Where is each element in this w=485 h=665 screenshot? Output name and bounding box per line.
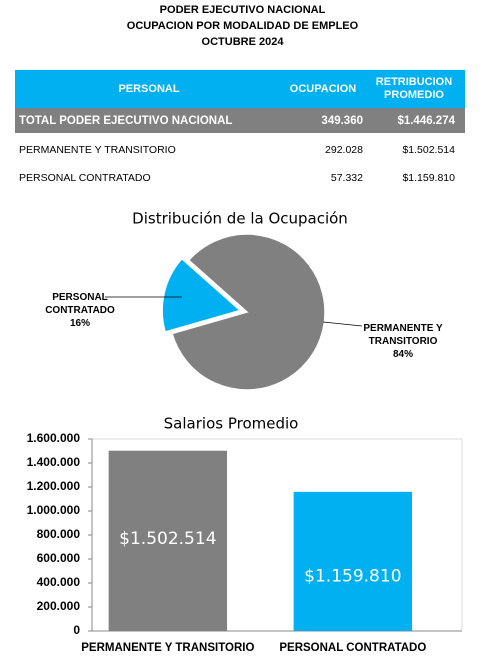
- y-tick-label: 0: [73, 623, 80, 637]
- column-header: PERSONAL: [118, 82, 180, 95]
- table-cell: $1.159.810: [402, 172, 455, 184]
- table-cell: 349.360: [321, 114, 363, 127]
- pie-slice: [161, 257, 242, 333]
- table-cell: PERMANENTE Y TRANSITORIO: [19, 144, 176, 156]
- column-header: OCUPACION: [289, 82, 357, 95]
- y-tick-label: 800.000: [37, 527, 81, 541]
- y-tick-label: 1.000.000: [27, 503, 81, 517]
- x-tick-label: PERSONAL CONTRATADO: [279, 642, 426, 654]
- leader-line: [322, 321, 363, 327]
- table-cell: $1.446.274: [397, 114, 455, 127]
- x-tick-label: PERMANENTE Y TRANSITORIO: [81, 642, 254, 654]
- chart-title: Salarios Promedio: [164, 415, 299, 433]
- bar-value-label: $1.159.810: [304, 566, 401, 586]
- pie-category: PERMANENTE Y TRANSITORIO: [363, 323, 443, 347]
- table-cell: TOTAL PODER EJECUTIVO NACIONAL: [19, 114, 233, 127]
- pie-value-label: 16%: [69, 318, 90, 329]
- bar-value-label: $1.502.514: [119, 529, 216, 549]
- table-cell: 292.028: [325, 144, 363, 156]
- chart-title: Distribución de la Ocupación: [132, 210, 348, 228]
- y-tick-label: 1.600.000: [27, 431, 81, 445]
- y-tick-label: 200.000: [37, 599, 81, 613]
- pie-label: PERMANENTE Y TRANSITORIO 84%: [355, 322, 451, 361]
- y-tick-label: 400.000: [37, 575, 81, 589]
- bar: [293, 491, 413, 631]
- table-cell: 57.332: [330, 172, 363, 184]
- pie-slice: [171, 233, 326, 391]
- table-cell: $1.502.514: [402, 144, 455, 156]
- pie-category: PERSONAL CONTRATADO: [45, 292, 115, 316]
- header-line: PODER EJECUTIVO NACIONAL: [159, 4, 326, 16]
- header-line: OCTUBRE 2024: [201, 36, 284, 48]
- pie-value-label: 84%: [392, 349, 413, 360]
- y-tick-label: 1.400.000: [27, 455, 81, 469]
- y-tick-label: 1.200.000: [27, 479, 81, 493]
- total-row-bg: [15, 108, 465, 133]
- table-cell: PERSONAL CONTRATADO: [19, 172, 151, 184]
- y-tick-label: 600.000: [37, 551, 81, 565]
- pie-label: PERSONAL CONTRATADO 16%: [35, 291, 125, 330]
- header-line: OCUPACION POR MODALIDAD DE EMPLEO: [126, 20, 359, 32]
- table-header-bg: [15, 70, 465, 108]
- bar: [108, 450, 228, 631]
- column-header: RETRIBUCION PROMEDIO: [375, 76, 453, 101]
